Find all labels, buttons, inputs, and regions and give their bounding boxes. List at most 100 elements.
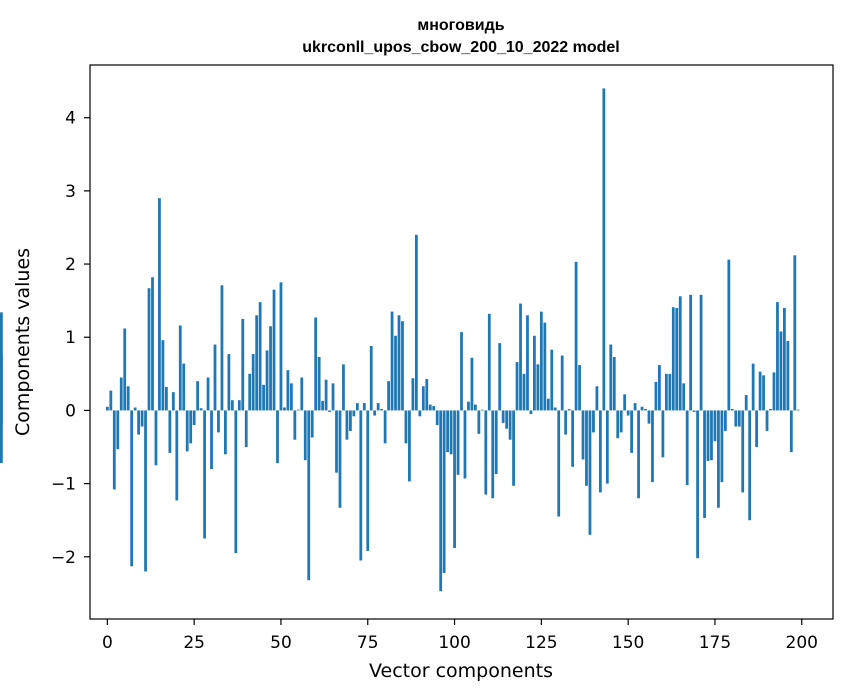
- bar-137: [581, 410, 585, 460]
- bar-87: [408, 410, 411, 482]
- bar-11: [144, 410, 147, 572]
- x-tick-label-125: 125: [525, 633, 557, 653]
- bar-20: [175, 410, 179, 501]
- bar-162: [668, 373, 672, 411]
- bar-142: [598, 410, 602, 493]
- bar-75: [366, 410, 370, 551]
- bar-133: [567, 408, 571, 411]
- bar-154: [640, 406, 644, 411]
- y-tick-label-0: 0: [65, 401, 76, 421]
- bar-45: [262, 384, 265, 411]
- bar-175: [713, 410, 717, 442]
- bar-134: [571, 410, 574, 467]
- y-tick-label-1: 1: [65, 328, 76, 348]
- bar-149: [623, 394, 627, 411]
- bar-61: [317, 357, 321, 411]
- bar-176: [717, 410, 720, 508]
- bar-40: [244, 410, 248, 448]
- bar-145: [609, 344, 613, 411]
- bar-41: [248, 373, 252, 411]
- bar-155: [644, 408, 647, 411]
- bar-199: [796, 409, 800, 411]
- bar-117: [512, 410, 515, 486]
- bar-107: [477, 410, 481, 434]
- y-axis-ticks: −2 −1 0 1 2 3 4: [51, 109, 90, 568]
- bar-31: [213, 344, 217, 411]
- bar-4: [119, 377, 123, 411]
- bar-46: [265, 350, 269, 411]
- bar-131: [560, 355, 564, 411]
- bar-174: [710, 410, 713, 461]
- bar-34: [224, 410, 227, 455]
- bar-24: [189, 410, 193, 444]
- bar-124: [536, 364, 540, 411]
- bar-16: [161, 340, 165, 411]
- bar-169: [692, 410, 696, 412]
- bar-69: [345, 410, 349, 440]
- bar-58: [307, 410, 311, 581]
- bar-66: [335, 410, 338, 473]
- bar-106: [474, 404, 477, 411]
- bar-43: [255, 315, 259, 411]
- bar-129: [553, 407, 557, 411]
- bar-19: [171, 392, 175, 411]
- x-tick-label-175: 175: [699, 633, 731, 653]
- bar-97: [442, 410, 446, 573]
- bar-26: [196, 381, 200, 411]
- bar-95: [435, 410, 439, 426]
- bar-152: [633, 403, 637, 411]
- bar-47: [269, 326, 272, 411]
- bar-192: [772, 372, 776, 411]
- bar-126: [543, 322, 547, 411]
- bar-86: [404, 410, 408, 444]
- bars-group: [0, 88, 800, 592]
- bar-59: [310, 410, 314, 438]
- bar-141: [595, 386, 599, 411]
- x-tick-label-25: 25: [183, 633, 205, 653]
- bar-196: [786, 340, 790, 411]
- bar-92: [425, 378, 429, 411]
- bar-0: [105, 406, 109, 411]
- x-axis-label: Vector components: [369, 660, 553, 682]
- bar-191: [769, 408, 772, 411]
- bar-156: [647, 410, 651, 424]
- bar-122: [529, 410, 533, 415]
- x-tick-label-0: 0: [102, 633, 113, 653]
- bar-157: [651, 410, 654, 483]
- x-tick-label-75: 75: [357, 633, 379, 653]
- bar-183: [741, 410, 745, 493]
- bar-89: [414, 234, 418, 411]
- bar-185: [748, 410, 752, 521]
- y-tick-label-2: 2: [65, 255, 76, 275]
- bar-103: [463, 410, 467, 479]
- bar-132: [564, 410, 568, 435]
- bar-36: [230, 400, 234, 411]
- bar-57: [303, 410, 307, 461]
- bar-65: [331, 383, 335, 411]
- bar-12: [147, 288, 151, 411]
- bar-177: [720, 410, 724, 483]
- bar-27: [199, 408, 203, 411]
- x-tick-label-100: 100: [438, 633, 470, 653]
- bar-172: [703, 410, 706, 519]
- bar-179: [727, 259, 731, 411]
- bar-178: [723, 410, 727, 431]
- bar-100: [453, 410, 456, 549]
- chart-title-line1: многовидь: [417, 17, 504, 34]
- x-axis-ticks: 0 25 50 75 100 125 150 175 200: [102, 619, 818, 653]
- bar-147: [616, 410, 620, 439]
- bar-108: [480, 409, 484, 411]
- bar-96: [439, 410, 443, 592]
- bar-138: [585, 410, 588, 486]
- bar-1: [109, 390, 113, 411]
- bar-194: [779, 331, 783, 411]
- bar-94: [432, 406, 436, 411]
- bar-104: [467, 401, 470, 411]
- bar-113: [498, 343, 502, 411]
- bar-188: [758, 371, 762, 411]
- bar-109: [484, 410, 488, 495]
- bar-50: [279, 282, 283, 411]
- bar-88: [411, 378, 415, 411]
